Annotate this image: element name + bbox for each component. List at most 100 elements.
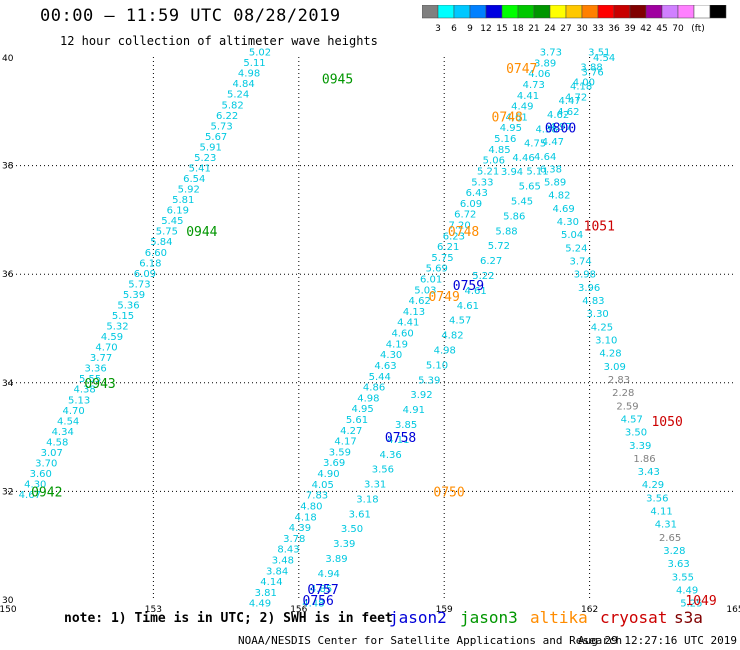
wave-height-value: 4.75 (524, 139, 546, 150)
wave-height-value: 4.84 (232, 79, 254, 90)
y-tick-label: 40 (2, 54, 14, 64)
wave-height-value: 5.04 (561, 230, 583, 241)
wave-height-value: 4.29 (642, 480, 664, 491)
legend-label: 70 (672, 24, 684, 33)
wave-height-value: 3.76 (581, 67, 603, 78)
wave-height-value: 4.46 (512, 153, 534, 164)
credit-line: NOAA/NESDIS Center for Satellite Applica… (238, 634, 623, 647)
legend-s3a: s3a (674, 608, 703, 627)
color-legend: 3 6 9 12 15 18 21 24 27 30 33 36 39 42 45 70 (ft) (422, 5, 727, 33)
wave-height-value: 3.10 (595, 335, 617, 346)
legend-label: 9 (467, 24, 473, 33)
pass-time-label: 0757 (307, 583, 338, 598)
wave-height-value: 4.80 (300, 501, 322, 512)
wave-height-value: 3.59 (329, 447, 351, 458)
wave-height-value: 4.72 (565, 92, 587, 103)
wave-height-value: 2.28 (612, 388, 634, 399)
generated-timestamp: Aug 29 12:27:16 UTC 2019 (578, 634, 737, 647)
wave-height-value: 4.18 (295, 512, 317, 523)
legend-jason2: jason2 (389, 608, 447, 627)
legend-label: 42 (640, 24, 651, 33)
wave-height-value: 6.09 (460, 199, 482, 210)
wave-height-value: 6.23 (443, 231, 465, 242)
footnote: note: 1) Time is in UTC; 2) SWH is in fe… (64, 611, 393, 626)
wave-height-value: 4.86 (363, 383, 385, 394)
wave-height-value: 3.18 (356, 494, 378, 505)
wave-height-value: 5.33 (471, 177, 493, 188)
wave-height-value: 4.61 (505, 112, 527, 123)
wave-height-value: 6.54 (183, 174, 205, 185)
wave-height-value: 4.18 (570, 82, 592, 93)
wave-height-value: 3.56 (372, 465, 394, 476)
pass-time-label: 0942 (31, 485, 62, 500)
x-tick-label: 156 (290, 605, 307, 615)
wave-height-value: 4.30 (24, 480, 46, 491)
wave-height-value: 3.81 (255, 588, 277, 599)
wave-height-value: 2.83 (608, 375, 630, 386)
wave-height-value: 4.47 (558, 96, 580, 107)
wave-height-value: 5.55 (79, 374, 101, 385)
wave-height-value: 5.11 (243, 58, 265, 69)
x-tick-label: 162 (581, 605, 598, 615)
wave-height-value: 4.17 (334, 437, 356, 448)
wave-height-value: 3.56 (646, 493, 668, 504)
pass-time-label: 0758 (385, 431, 416, 446)
wave-height-value: 4.61 (457, 301, 479, 312)
wave-height-value: 4.95 (500, 123, 522, 134)
wave-height-value: 3.36 (84, 364, 106, 375)
pass-time-label: 0749 (429, 290, 460, 305)
wave-height-value: 4.62 (409, 296, 431, 307)
wave-height-value: 3.09 (604, 362, 626, 373)
legend-label: 6 (451, 24, 457, 33)
wave-height-value: 4.70 (63, 406, 85, 417)
wave-height-value: 4.91 (403, 405, 425, 416)
wave-height-value: 6.21 (437, 242, 459, 253)
wave-height-value: 3.48 (272, 555, 294, 566)
wave-height-value: 4.14 (260, 577, 282, 588)
wave-height-value: 1.86 (633, 454, 655, 465)
wave-height-value: 5.24 (227, 90, 249, 101)
legend-label: 12 (480, 24, 491, 33)
wave-height-value: 5.21 (477, 166, 499, 177)
legend-label: 27 (560, 24, 571, 33)
wave-height-value: 4.54 (593, 53, 615, 64)
wave-height-value: 3.43 (638, 467, 660, 478)
wave-height-value: 4.25 (591, 322, 613, 333)
wave-height-value: 4.06 (528, 69, 550, 80)
x-tick-label: 150 (0, 605, 17, 615)
wave-height-value: 5.39 (418, 375, 440, 386)
legend-altika: altika (530, 608, 588, 627)
wave-height-value: 6.22 (216, 111, 238, 122)
wave-height-value: 3.31 (364, 480, 386, 491)
wave-height-value: 5.06 (483, 156, 505, 167)
wave-height-value: 3.50 (625, 428, 647, 439)
wave-height-value: 4.13 (403, 307, 425, 318)
chart-subtitle: 12 hour collection of altimeter wave hei… (60, 34, 378, 48)
wave-height-value: 6.60 (145, 248, 167, 259)
wave-height-value: 4.49 (511, 102, 533, 113)
wave-height-value: 3.85 (395, 420, 417, 431)
pass-time-label: 0748 (448, 225, 479, 240)
wave-height-value: 5.61 (346, 415, 368, 426)
wave-height-value: 4.05 (312, 480, 334, 491)
wave-height-value: 4.69 (552, 204, 574, 215)
y-tick-label: 32 (2, 487, 13, 497)
wave-height-value: 4.30 (380, 350, 402, 361)
wave-height-value: 3.39 (629, 441, 651, 452)
wave-height-value: 5.91 (200, 142, 222, 153)
wave-height-value: 5.44 (369, 372, 391, 383)
wave-height-value: 5.82 (221, 100, 243, 111)
wave-height-value: 5.75 (156, 227, 178, 238)
legend-label: 30 (576, 24, 588, 33)
wave-height-value: 4.11 (650, 507, 672, 518)
wave-height-value: 5.88 (495, 226, 517, 237)
wave-height-value: 6.38 (540, 164, 562, 175)
wave-height-value: 4.82 (548, 191, 570, 202)
y-tick-label: 36 (2, 270, 14, 280)
wave-height-value: 3.39 (333, 539, 355, 550)
wave-height-value: 5.92 (178, 185, 200, 196)
wave-height-value: 3.89 (325, 554, 347, 565)
wave-height-value: 4.54 (57, 416, 79, 427)
x-tick-label: 153 (145, 605, 162, 615)
legend-cryosat: cryosat (600, 608, 668, 627)
